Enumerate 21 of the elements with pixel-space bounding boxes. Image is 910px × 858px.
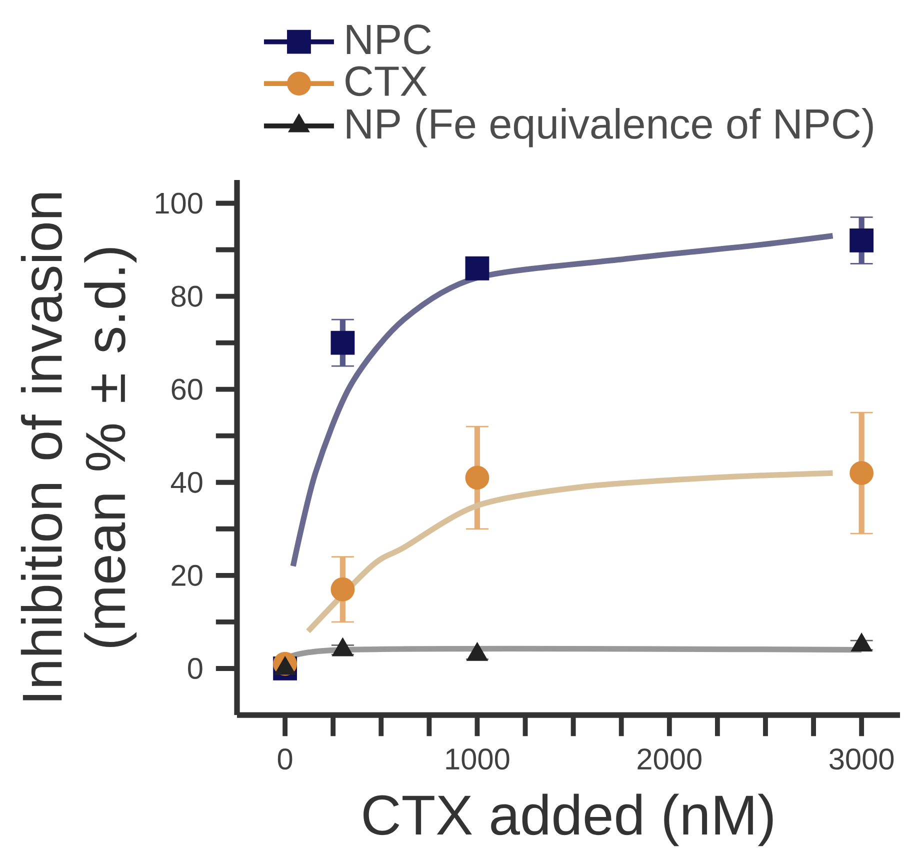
legend-label: NP (Fe equivalence of NPC) bbox=[346, 108, 873, 148]
legend-label: NPC bbox=[346, 24, 431, 54]
y-tick-label: 40 bbox=[170, 472, 202, 493]
x-tick-label: 3000 bbox=[830, 748, 894, 770]
point bbox=[465, 466, 490, 490]
y-tick-label: 0 bbox=[188, 658, 202, 680]
y-tick-label: 80 bbox=[172, 286, 202, 307]
point bbox=[850, 228, 874, 252]
point bbox=[850, 461, 874, 486]
legend-label: CTX bbox=[346, 66, 427, 96]
y-tick-label: 20 bbox=[172, 564, 202, 586]
y-axis-title: Inhibition of invasion (mean % ± s.d.) bbox=[20, 193, 137, 700]
x-tick-label: 1000 bbox=[446, 748, 510, 770]
x-axis-title: CTX added (nM) bbox=[364, 794, 773, 846]
x-tick-label: 2000 bbox=[638, 748, 702, 770]
point bbox=[330, 577, 355, 602]
point bbox=[330, 330, 355, 355]
x-tick-label: 0 bbox=[278, 748, 292, 770]
y-tick-label: 100 bbox=[156, 192, 202, 214]
point bbox=[465, 256, 490, 280]
y-tick-label: 60 bbox=[172, 378, 202, 400]
